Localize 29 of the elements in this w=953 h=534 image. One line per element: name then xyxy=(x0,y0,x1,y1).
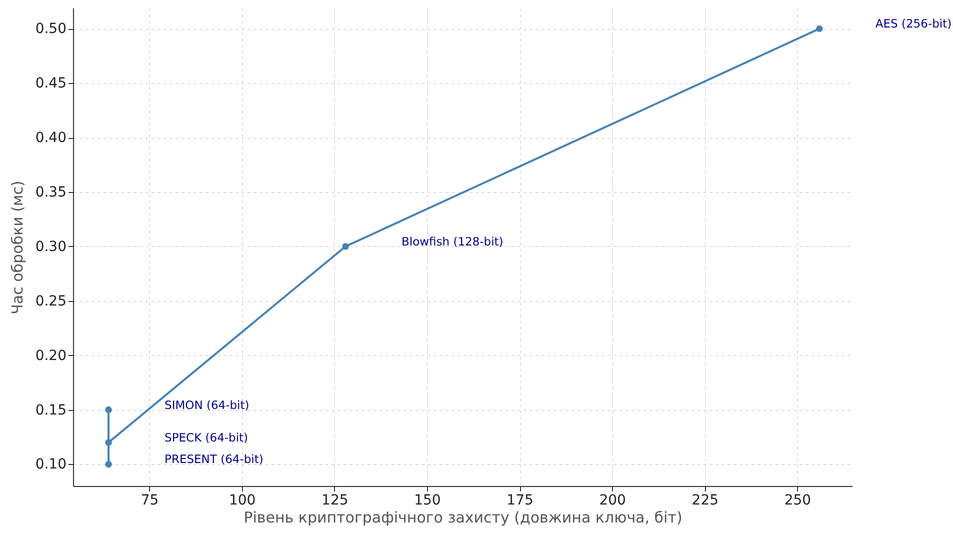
point xyxy=(105,406,112,414)
y-tick-label: 0.35 xyxy=(35,184,66,201)
annotation: PRESENT (64-bit) xyxy=(164,452,264,466)
y-tick-label: 0.45 xyxy=(35,76,66,92)
annotation: SIMON (64-bit) xyxy=(164,398,250,412)
x-tick-label: 150 xyxy=(414,492,441,508)
x-tick-label: 125 xyxy=(322,492,348,508)
point xyxy=(105,460,112,468)
y-tick-label: 0.10 xyxy=(35,456,66,473)
x-tick-label: 175 xyxy=(506,492,534,508)
point xyxy=(342,243,349,250)
annotation: Blowfish (128-bit) xyxy=(402,234,504,248)
x-axis-title: Рівень криптографічного захисту (довжина ключа, біт) xyxy=(244,508,682,526)
y-axis-title: Час обробки (мс) xyxy=(8,180,26,314)
point xyxy=(105,439,112,446)
y-tick-label: 0.30 xyxy=(35,238,66,255)
annotation: SPECK (64-bit) xyxy=(164,430,248,444)
x-tick-label: 75 xyxy=(140,492,159,508)
x-tick-label: 100 xyxy=(228,492,256,508)
x-tick-label: 250 xyxy=(784,492,812,508)
y-tick-label: 0.15 xyxy=(35,402,66,418)
point xyxy=(816,25,823,32)
y-tick-label: 0.20 xyxy=(35,348,66,364)
x-tick-label: 200 xyxy=(599,492,626,508)
y-tick-label: 0.50 xyxy=(35,21,66,38)
y-tick-label: 0.25 xyxy=(35,293,66,310)
y-tick-label: 0.40 xyxy=(35,130,66,146)
x-tick-label: 225 xyxy=(692,492,719,508)
text: AES (256-bit) xyxy=(875,16,952,31)
